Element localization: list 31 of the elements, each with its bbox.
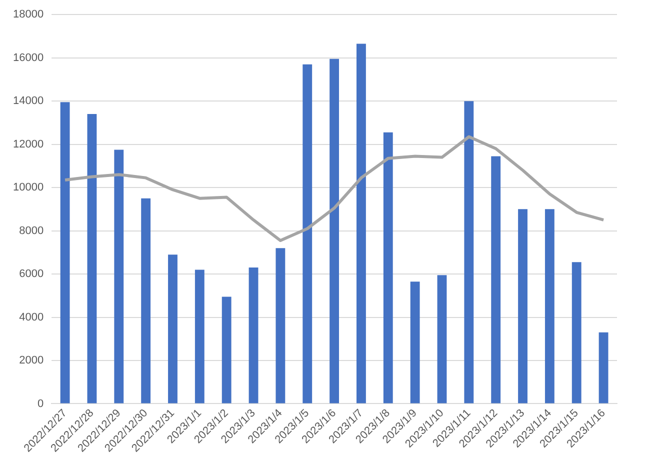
bar [248,268,258,404]
bar [168,254,178,404]
y-tick-label: 10000 [12,182,44,194]
bar [598,332,608,404]
y-tick-label: 16000 [12,52,44,64]
bar [276,248,286,404]
y-tick-label: 8000 [19,224,44,237]
bar [410,282,420,404]
y-tick-label: 2000 [19,354,44,367]
bar [330,58,340,404]
bar [518,209,528,404]
bar [437,275,447,404]
y-tick-label: 12000 [12,138,44,150]
bar [141,198,151,404]
y-tick-label: 4000 [19,311,44,324]
bar [544,209,554,404]
bar [572,262,582,404]
bar [222,296,232,404]
bar [194,270,204,404]
y-tick-label: 18000 [12,8,44,21]
bar [464,101,474,404]
bar [491,156,501,404]
bar [356,44,366,404]
bar [114,150,124,404]
bar [87,114,97,404]
y-tick-label: 14000 [12,95,44,108]
y-tick-label: 0 [37,398,44,410]
y-tick-label: 6000 [19,268,44,280]
bar [60,102,70,404]
bar [383,132,393,404]
bar [302,64,312,404]
